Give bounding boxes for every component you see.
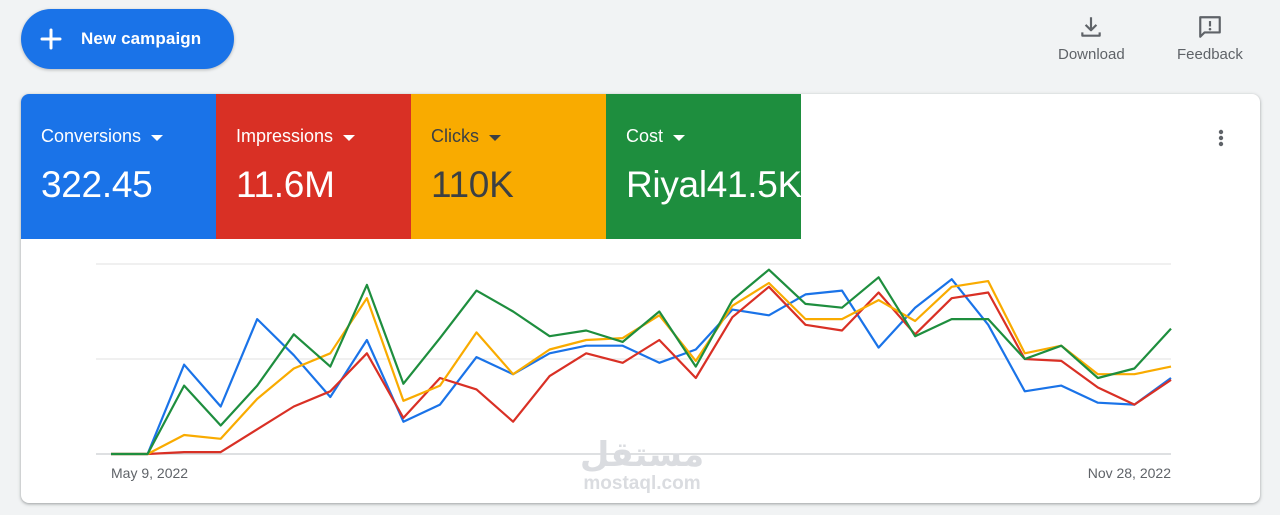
metric-clicks-value: 110K xyxy=(431,164,514,205)
metric-impressions-value: 11.6M xyxy=(236,164,335,205)
dropdown-caret-icon[interactable] xyxy=(151,134,164,141)
x-axis-start-label: May 9, 2022 xyxy=(111,465,188,481)
chart-series xyxy=(111,268,1172,456)
series-line-impressions xyxy=(111,285,1172,456)
metric-impressions-name-row: Impressions xyxy=(236,126,411,147)
metric-conversions-label: Conversions xyxy=(41,126,142,146)
series-line-cost xyxy=(111,268,1172,456)
feedback-icon xyxy=(1199,16,1221,38)
metric-cost-name-row: Cost xyxy=(626,126,801,147)
chart-grid xyxy=(96,263,1171,455)
metric-conversions[interactable]: Conversions 322.45 xyxy=(21,94,216,239)
metric-impressions[interactable]: Impressions 11.6M xyxy=(216,94,411,239)
metric-cost-label: Cost xyxy=(626,126,664,146)
feedback-label: Feedback xyxy=(1177,46,1243,63)
new-campaign-button[interactable]: New campaign xyxy=(21,9,234,69)
new-campaign-label: New campaign xyxy=(81,29,202,48)
download-label: Download xyxy=(1058,46,1125,63)
metric-conversions-name-row: Conversions xyxy=(41,126,216,147)
download-icon xyxy=(1081,17,1102,37)
feedback-button[interactable]: Feedback xyxy=(1177,14,1243,63)
more-vert-icon[interactable] xyxy=(1209,126,1233,150)
dropdown-caret-icon[interactable] xyxy=(489,134,501,141)
metric-impressions-label: Impressions xyxy=(236,126,334,146)
metric-clicks[interactable]: Clicks 110K xyxy=(411,94,606,239)
metric-clicks-label: Clicks xyxy=(431,126,479,146)
performance-line-chart: May 9, 2022 Nov 28, 2022 xyxy=(96,263,1172,481)
dropdown-caret-icon[interactable] xyxy=(343,134,356,141)
x-axis-end-label: Nov 28, 2022 xyxy=(1088,465,1171,481)
performance-card: Conversions 322.45 Impressions 11.6M Cli… xyxy=(21,94,1260,503)
dropdown-caret-icon[interactable] xyxy=(673,134,686,141)
metric-conversions-value: 322.45 xyxy=(41,164,153,205)
metric-clicks-name-row: Clicks xyxy=(431,126,606,147)
metric-cost[interactable]: Cost Riyal41.5K xyxy=(606,94,802,239)
download-button[interactable]: Download xyxy=(1058,14,1125,63)
series-line-conversions xyxy=(111,278,1172,456)
metric-cost-value: Riyal41.5K xyxy=(626,164,802,205)
plus-icon xyxy=(40,28,62,50)
